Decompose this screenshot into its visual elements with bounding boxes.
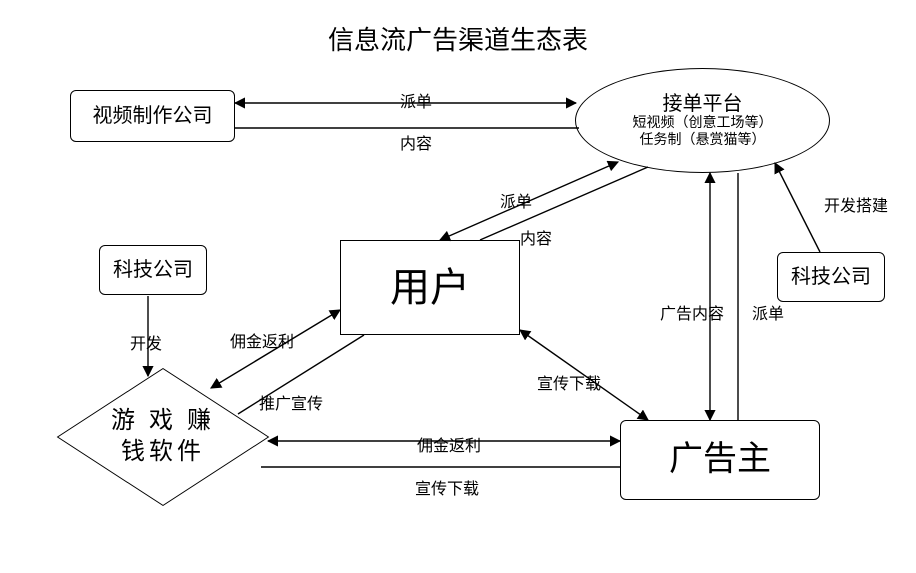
edge-techr-plat [775, 163, 820, 252]
node-video-company: 视频制作公司 [70, 90, 235, 142]
diagram-stage: 信息流广告渠道生态表 视频制作公司 接单平台 短视频（创意工场等） 任务制（悬赏… [0, 0, 916, 573]
node-label-line2: 钱软件 [111, 437, 215, 468]
node-user: 用户 [340, 240, 520, 335]
edge-label-user_game_bot: 推广宣传 [259, 390, 323, 414]
edge-label-game_adv_bot: 宣传下载 [415, 475, 479, 499]
node-advertiser: 广告主 [620, 420, 820, 500]
node-label: 科技公司 [791, 265, 871, 289]
edge-label-vc_plat_bot: 内容 [400, 130, 432, 154]
edge-label-user_plat_bot: 内容 [520, 225, 552, 249]
diagram-title: 信息流广告渠道生态表 [0, 20, 916, 57]
node-label: 科技公司 [113, 258, 193, 282]
node-tech-left: 科技公司 [99, 245, 207, 295]
node-game-software: 游 戏 赚 钱软件 [60, 372, 266, 502]
edge-label-plat_adv_r: 派单 [752, 300, 784, 324]
node-label: 广告主 [669, 440, 771, 481]
node-sub1: 短视频（创意工场等） [633, 116, 773, 133]
node-label: 用户 [390, 264, 470, 312]
node-label: 接单平台 [663, 92, 743, 116]
edge-label-user_game_top: 佣金返利 [230, 328, 294, 352]
edge-label-user_plat_top: 派单 [500, 188, 532, 212]
node-platform: 接单平台 短视频（创意工场等） 任务制（悬赏猫等） [575, 68, 830, 173]
node-sub2: 任务制（悬赏猫等） [640, 133, 766, 150]
node-label-line1: 游 戏 赚 [111, 406, 215, 437]
edge-label-plat_adv_l: 广告内容 [660, 300, 724, 324]
edge-label-vc_plat_top: 派单 [400, 88, 432, 112]
edge-label-game_adv_top: 佣金返利 [417, 432, 481, 456]
edge-label-tech_l_game: 开发 [130, 330, 162, 354]
edge-label-user_adv: 宣传下载 [537, 370, 601, 394]
edge-label-plat_tech_r: 开发搭建 [824, 192, 888, 216]
node-label: 视频制作公司 [93, 104, 213, 128]
node-tech-right: 科技公司 [777, 252, 885, 302]
